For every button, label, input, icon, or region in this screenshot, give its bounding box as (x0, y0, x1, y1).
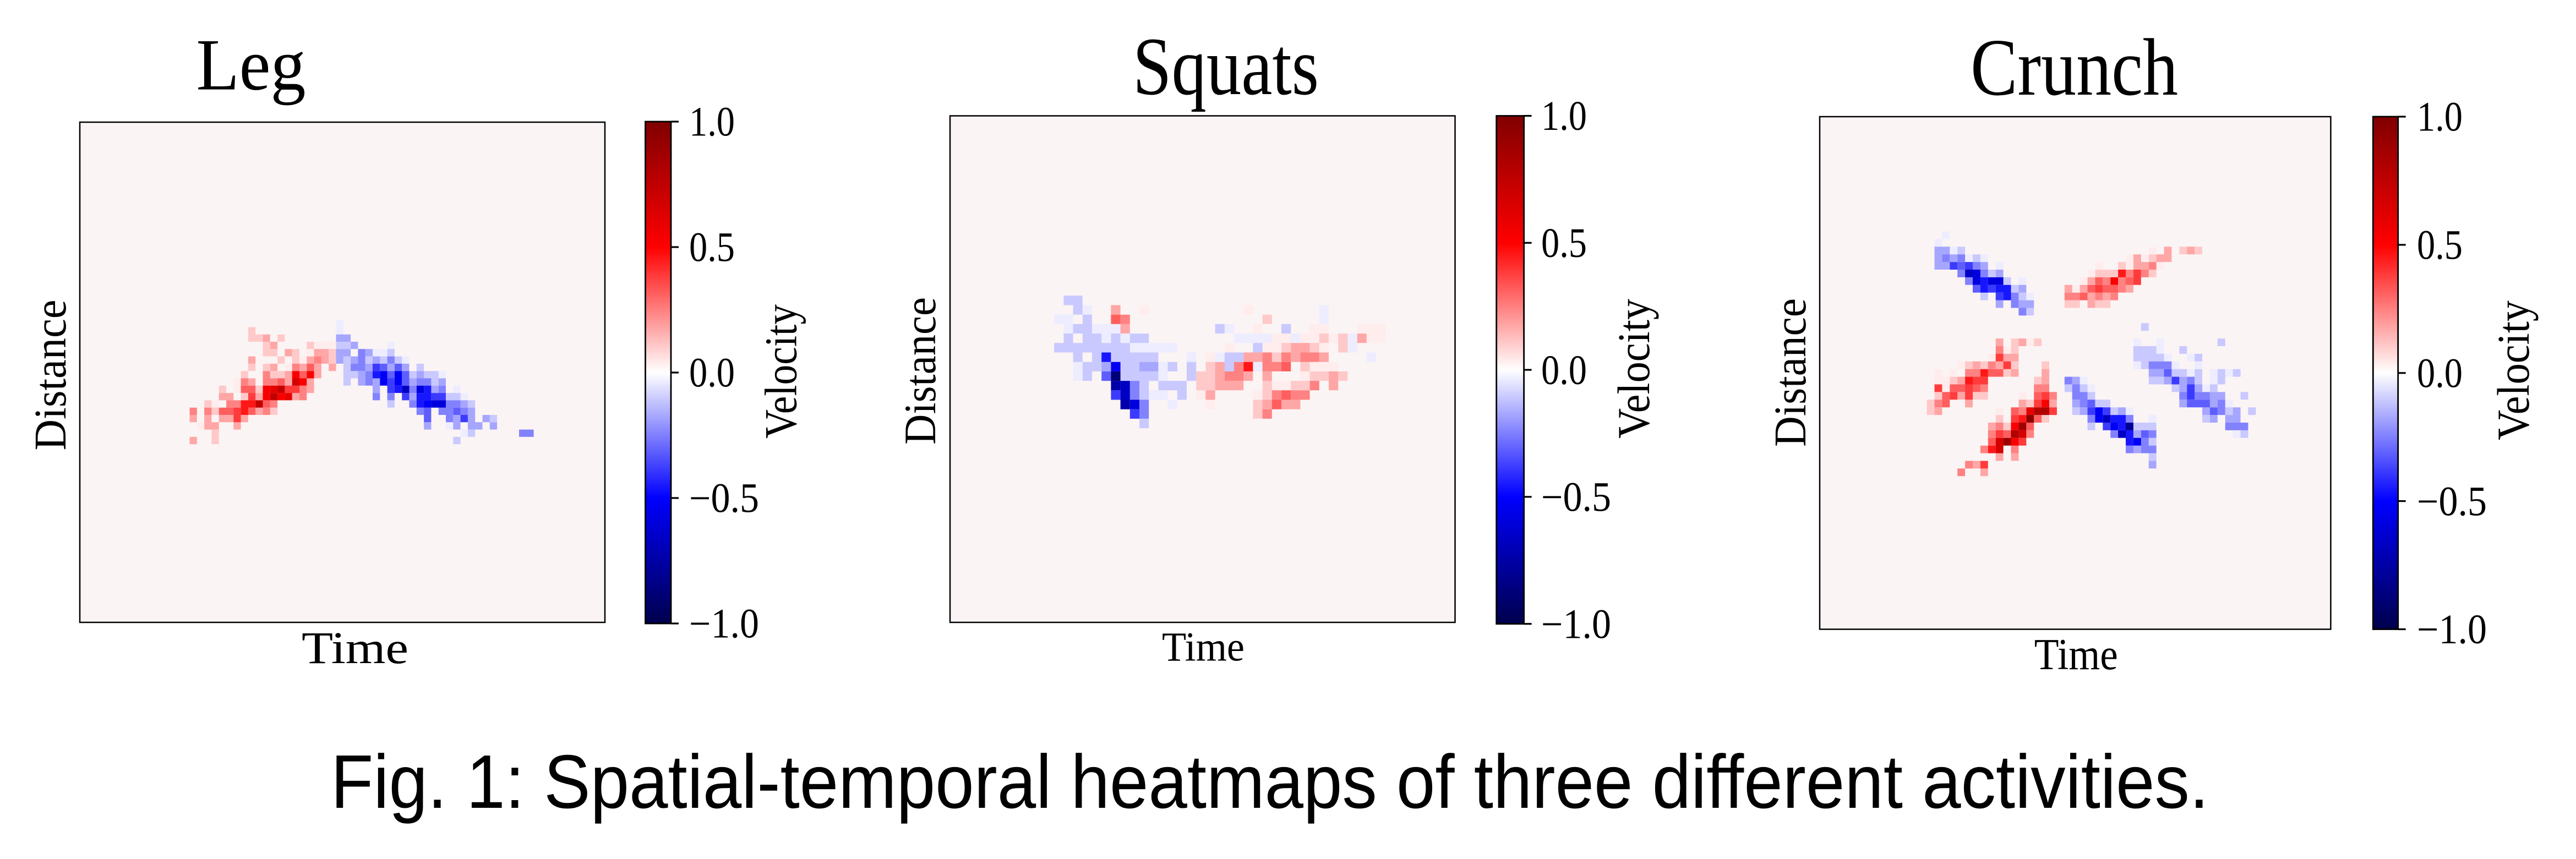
svg-text:Distance: Distance (1765, 298, 1815, 447)
svg-text:Fig. 1: Spatial-temporal heatm: Fig. 1: Spatial-temporal heatmaps of thr… (331, 740, 2209, 824)
svg-text:0.0: 0.0 (2417, 350, 2463, 396)
svg-text:Velocity: Velocity (1608, 299, 1659, 439)
svg-text:0.5: 0.5 (2417, 222, 2463, 269)
svg-text:−1.0: −1.0 (689, 601, 759, 647)
svg-text:−1.0: −1.0 (2417, 606, 2487, 653)
svg-text:1.0: 1.0 (1541, 93, 1587, 139)
svg-text:Squats: Squats (1133, 20, 1319, 112)
svg-text:Leg: Leg (197, 24, 306, 106)
svg-text:−1.0: −1.0 (1541, 601, 1611, 647)
svg-text:Time: Time (2034, 630, 2118, 679)
svg-text:Time: Time (1162, 625, 1245, 670)
svg-text:Velocity: Velocity (756, 304, 806, 439)
svg-text:1.0: 1.0 (689, 99, 735, 145)
svg-text:−0.5: −0.5 (1541, 474, 1611, 521)
svg-text:0.5: 0.5 (689, 225, 735, 271)
svg-text:−0.5: −0.5 (2417, 478, 2487, 524)
svg-text:Distance: Distance (895, 297, 945, 445)
svg-text:0.0: 0.0 (689, 350, 735, 396)
svg-text:Velocity: Velocity (2488, 300, 2539, 440)
svg-text:0.5: 0.5 (1541, 220, 1587, 266)
svg-text:0.0: 0.0 (1541, 347, 1587, 393)
svg-text:1.0: 1.0 (2417, 94, 2463, 140)
svg-text:Time: Time (302, 622, 408, 673)
svg-text:−0.5: −0.5 (689, 475, 759, 522)
svg-text:Crunch: Crunch (1971, 23, 2178, 113)
svg-text:Distance: Distance (25, 300, 75, 451)
